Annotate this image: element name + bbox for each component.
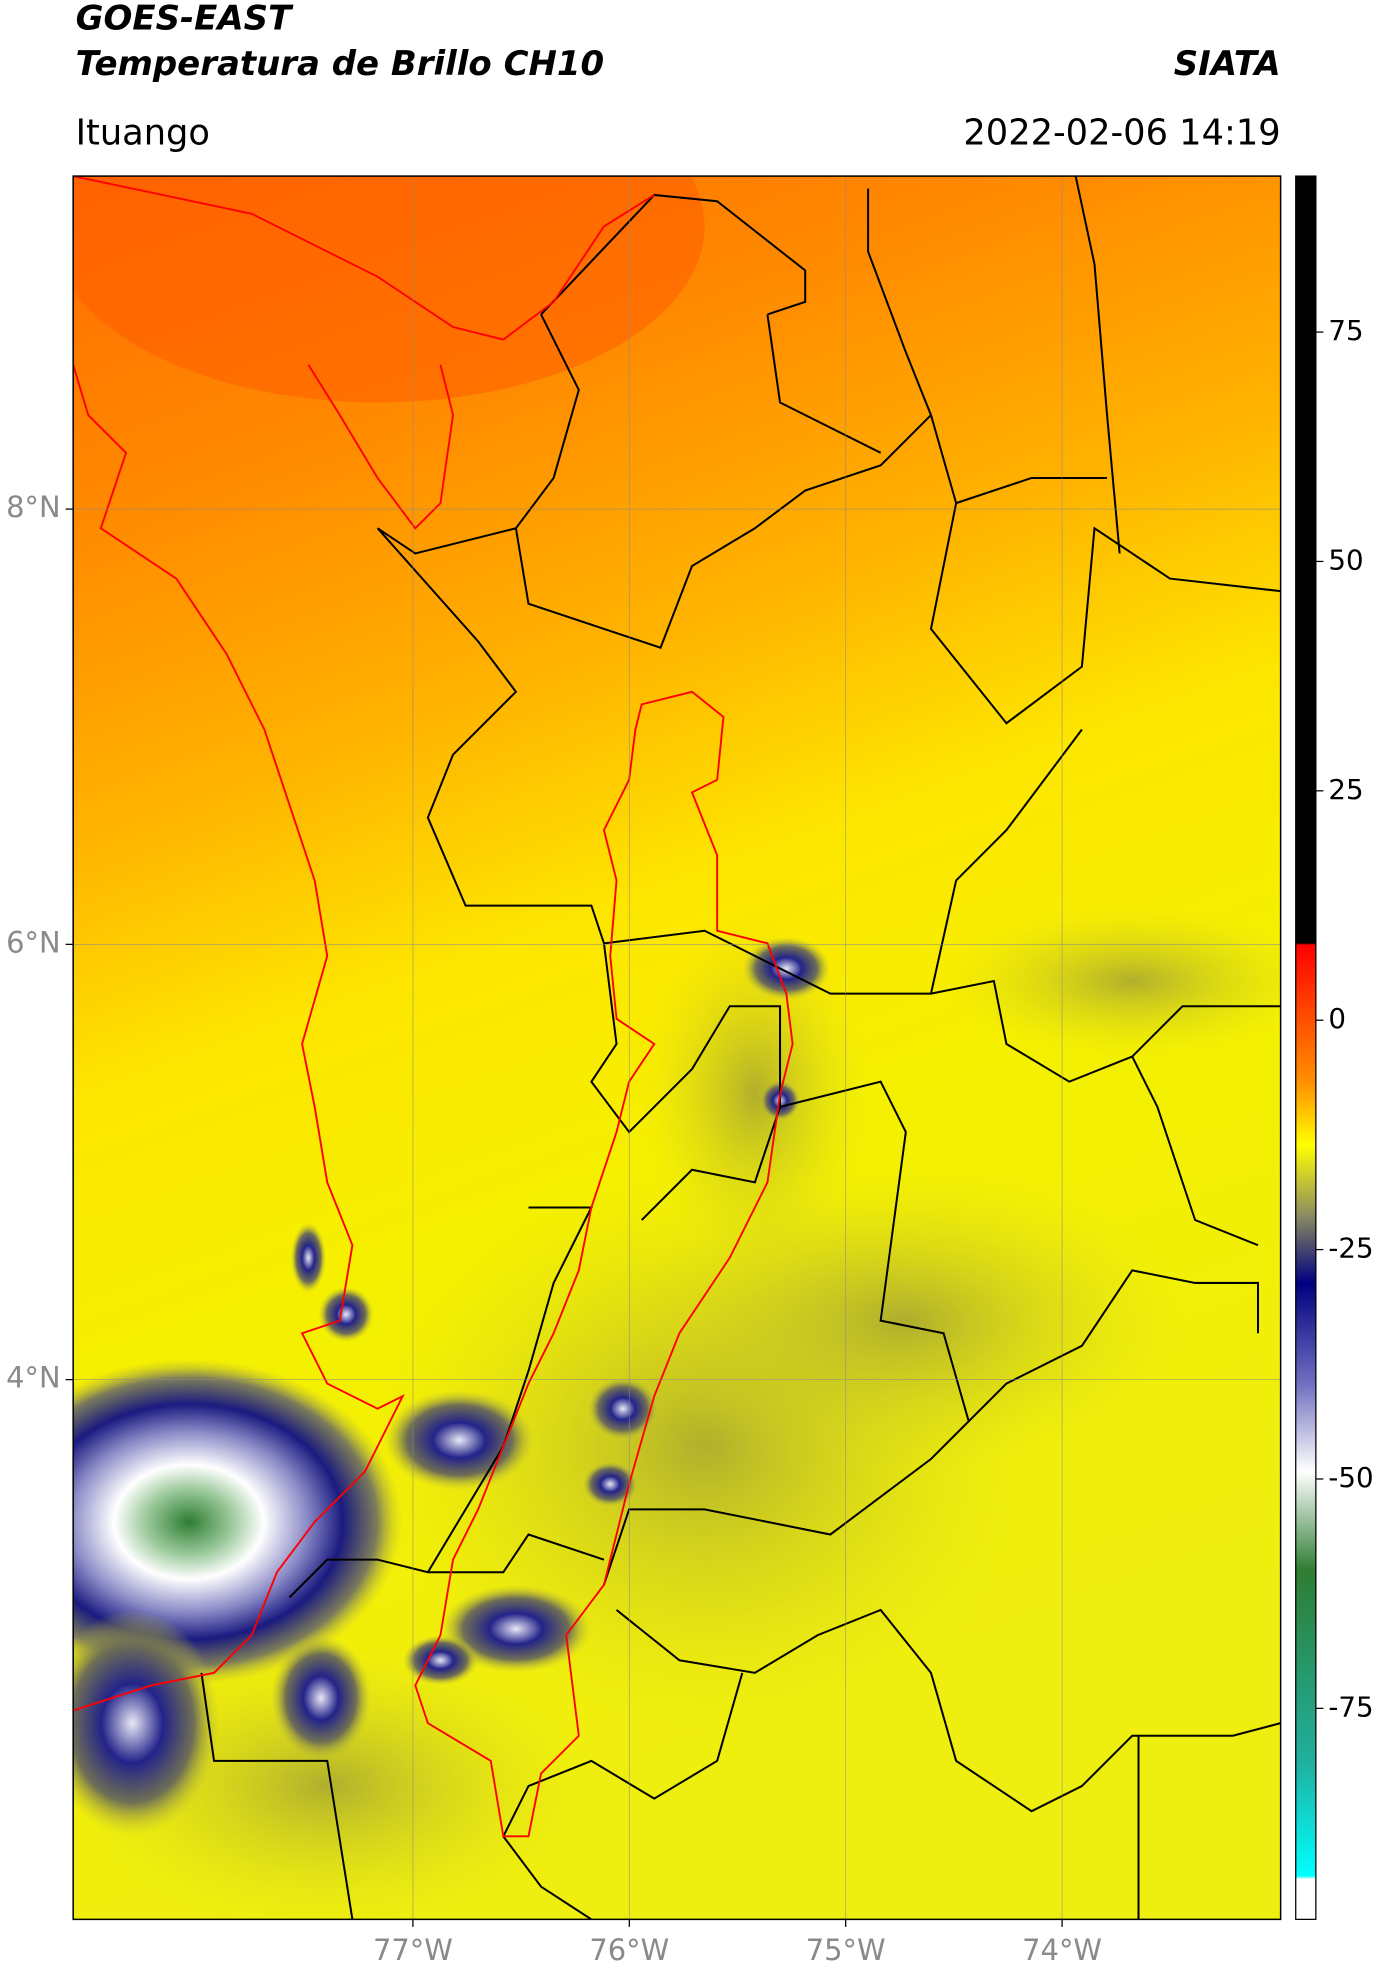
colorbar-tick-label: -75 (1328, 1690, 1373, 1723)
map-frame (72, 175, 1282, 1921)
timestamp: 2022-02-06 14:19 (963, 113, 1280, 154)
title: GOES-EAST (76, 0, 294, 39)
map-image (73, 176, 1281, 1920)
x-tick-label: 74°W (1022, 1933, 1102, 1967)
colorbar-tick-label: -50 (1328, 1461, 1373, 1494)
x-tick-label: 75°W (806, 1933, 886, 1967)
x-tick-label: 76°W (589, 1933, 669, 1967)
subtitle: Temperatura de Brillo CH10 (76, 44, 604, 84)
colorbar-tick-label: 25 (1328, 773, 1363, 806)
y-tick-label: 4°N (6, 1361, 60, 1395)
colorbar (1295, 175, 1317, 1920)
location: Ituango (76, 113, 210, 154)
source: SIATA (1174, 44, 1281, 84)
colorbar-tick-label: 50 (1328, 543, 1363, 576)
y-tick-label: 6°N (6, 925, 60, 959)
colorbar-tick-label: 0 (1328, 1002, 1346, 1035)
colorbar-tick-label: 75 (1328, 314, 1363, 347)
colorbar-tick-label: -25 (1328, 1232, 1373, 1265)
y-tick-label: 8°N (6, 490, 60, 524)
grid (73, 176, 1281, 1920)
x-tick-label: 77°W (373, 1933, 453, 1967)
